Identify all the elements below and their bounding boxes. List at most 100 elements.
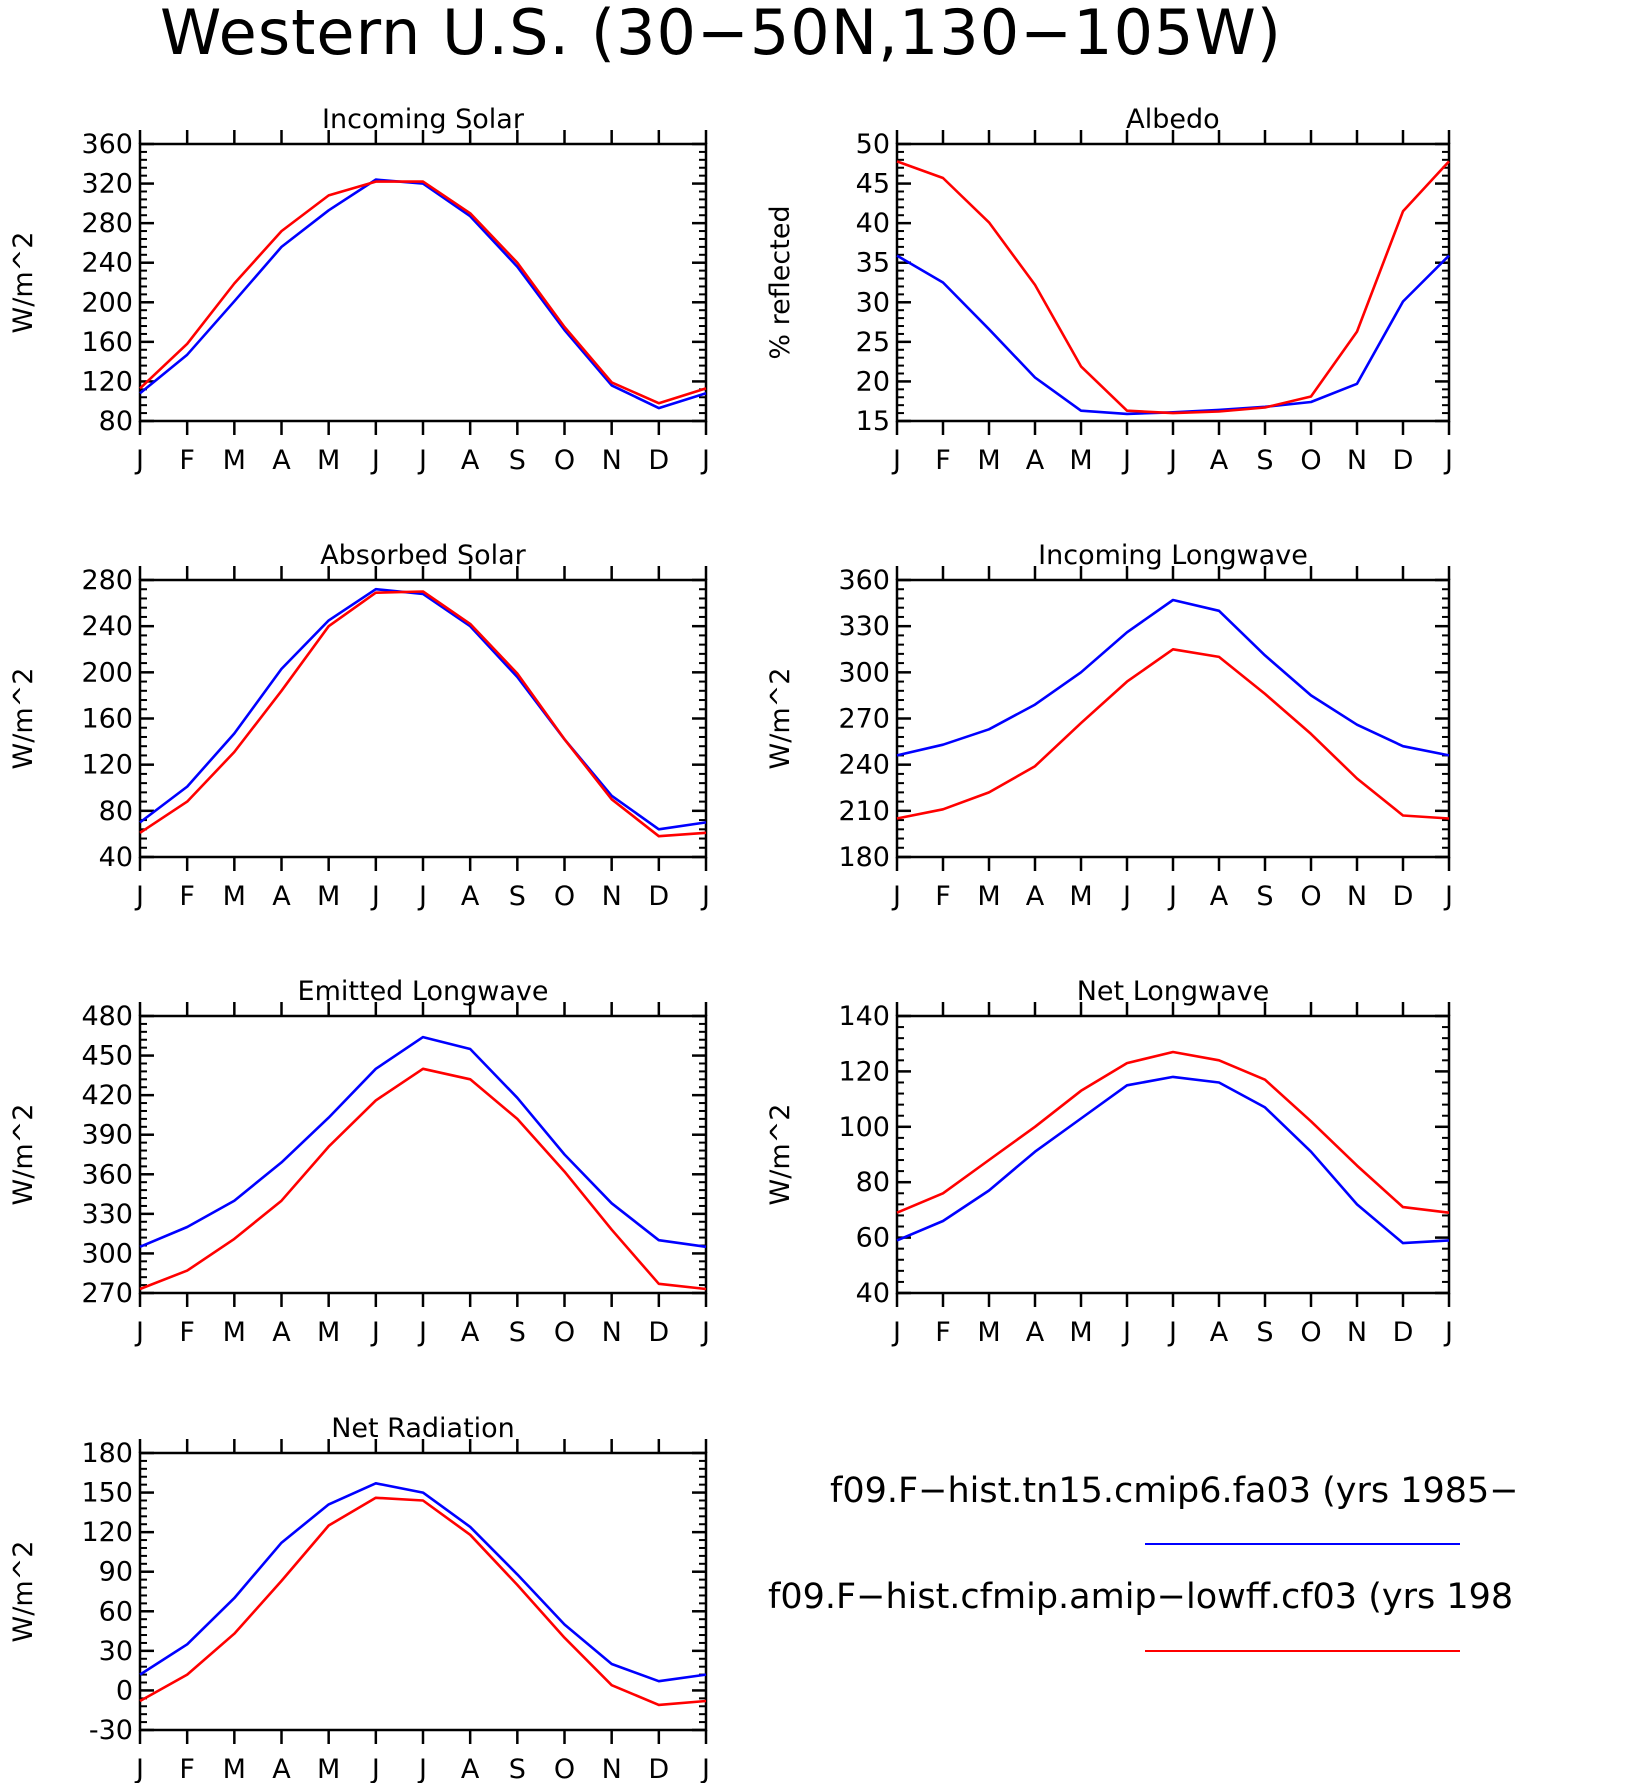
panel-net-longwave-ytick-label-1: 60 bbox=[856, 1223, 890, 1254]
panel-absorbed-solar-ylabel: W/m^2 bbox=[8, 668, 39, 770]
panel-albedo-xtick-label-7: A bbox=[1210, 445, 1229, 476]
panel-incoming-solar-ylabel: W/m^2 bbox=[8, 232, 39, 334]
panel-absorbed-solar-xtick-label-7: A bbox=[461, 881, 480, 912]
panel-incoming-solar-ytick-label-4: 240 bbox=[81, 248, 133, 279]
panel-emitted-longwave-ytick-label-4: 390 bbox=[81, 1120, 133, 1151]
panel-net-radiation-xtick-label-4: M bbox=[317, 1754, 340, 1783]
panel-net-longwave-xtick-label-7: A bbox=[1210, 1317, 1229, 1348]
panel-incoming-solar-xtick-label-6: J bbox=[417, 445, 427, 476]
panel-net-radiation-ytick-label-2: 30 bbox=[99, 1636, 133, 1667]
panel-net-radiation-ylabel: W/m^2 bbox=[8, 1541, 39, 1643]
panel-absorbed-solar-title: Absorbed Solar bbox=[320, 540, 526, 571]
panel-incoming-solar-title: Incoming Solar bbox=[322, 104, 525, 135]
panel-incoming-longwave-ytick-label-0: 180 bbox=[838, 842, 890, 873]
panel-incoming-longwave-ytick-label-1: 210 bbox=[838, 796, 890, 827]
panel-net-longwave-frame bbox=[895, 1014, 1451, 1295]
panel-net-longwave-xtick-label-4: M bbox=[1069, 1317, 1092, 1348]
panel-emitted-longwave-xtick-label-11: D bbox=[648, 1317, 669, 1348]
panel-incoming-longwave-series-1-line bbox=[896, 598, 1450, 757]
panel-absorbed-solar-xtick-label-4: M bbox=[317, 881, 340, 912]
panel-albedo-xtick-label-3: A bbox=[1026, 445, 1045, 476]
panel-absorbed-solar-xtick-label-12: J bbox=[700, 881, 710, 912]
panel-net-radiation-xtick-label-11: D bbox=[648, 1754, 669, 1783]
legend-label-series-1: f09.F−hist.tn15.cmip6.fa03 (yrs 1985− bbox=[830, 1471, 1519, 1511]
panel-incoming-solar-ytick-label-0: 80 bbox=[99, 406, 133, 437]
panel-emitted-longwave-xtick-label-5: J bbox=[370, 1317, 380, 1348]
panel-incoming-solar-xtick-label-7: A bbox=[461, 445, 480, 476]
panel-net-radiation-ytick-label-6: 150 bbox=[81, 1478, 133, 1509]
panel-incoming-solar-xtick-label-2: M bbox=[223, 445, 246, 476]
panel-emitted-longwave-xtick-label-7: A bbox=[461, 1317, 480, 1348]
panel-albedo-xtick-label-12: J bbox=[1443, 445, 1453, 476]
panel-incoming-solar-xtick-label-8: S bbox=[509, 445, 526, 476]
panel-incoming-longwave-xtick-label-12: J bbox=[1443, 881, 1453, 912]
panel-net-longwave-ytick-label-2: 80 bbox=[856, 1167, 890, 1198]
panel-net-radiation-xtick-label-9: O bbox=[554, 1754, 575, 1783]
panel-incoming-solar-xtick-label-1: F bbox=[179, 445, 195, 476]
panel-albedo-ytick-label-7: 50 bbox=[856, 129, 890, 160]
panel-emitted-longwave-xtick-label-6: J bbox=[417, 1317, 427, 1348]
panel-net-longwave-xtick-label-6: J bbox=[1167, 1317, 1177, 1348]
panel-net-radiation-ytick-label-1: 0 bbox=[116, 1675, 133, 1706]
panel-emitted-longwave-ytick-label-6: 450 bbox=[81, 1041, 133, 1072]
panel-absorbed-solar-xtick-label-3: A bbox=[272, 881, 291, 912]
panel-incoming-longwave-ylabel: W/m^2 bbox=[765, 668, 796, 770]
panel-emitted-longwave-ylabel: W/m^2 bbox=[8, 1104, 39, 1206]
panel-incoming-longwave-title: Incoming Longwave bbox=[1038, 540, 1308, 571]
panel-emitted-longwave-ytick-label-2: 330 bbox=[81, 1199, 133, 1230]
panel-absorbed-solar-ytick-label-6: 280 bbox=[81, 565, 133, 596]
panel-absorbed-solar-series-2-line bbox=[139, 590, 707, 838]
panel-absorbed-solar-xtick-label-8: S bbox=[509, 881, 526, 912]
panel-incoming-longwave-xtick-label-6: J bbox=[1167, 881, 1177, 912]
panel-incoming-longwave: Incoming Longwave W/m^2 180 210 240 270 300 330… bbox=[765, 540, 1453, 912]
panel-albedo-xtick-label-9: O bbox=[1300, 445, 1321, 476]
panel-absorbed-solar-xtick-label-9: O bbox=[554, 881, 575, 912]
panel-emitted-longwave-xtick-label-12: J bbox=[700, 1317, 710, 1348]
panel-incoming-solar-ytick-label-3: 200 bbox=[81, 287, 133, 318]
panel-net-radiation-xtick-label-6: J bbox=[417, 1754, 427, 1783]
panel-incoming-longwave-xtick-label-7: A bbox=[1210, 881, 1229, 912]
panel-albedo-xtick-label-10: N bbox=[1347, 445, 1367, 476]
panel-net-longwave-xtick-label-9: O bbox=[1300, 1317, 1321, 1348]
panel-incoming-solar-xtick-label-4: M bbox=[317, 445, 340, 476]
panel-incoming-longwave-ytick-label-5: 330 bbox=[838, 611, 890, 642]
panel-incoming-solar-xtick-label-0: J bbox=[134, 445, 144, 476]
panel-absorbed-solar-ytick-label-3: 160 bbox=[81, 704, 133, 735]
panel-emitted-longwave-xtick-label-4: M bbox=[317, 1317, 340, 1348]
panel-incoming-longwave-ytick-label-2: 240 bbox=[838, 750, 890, 781]
panel-net-radiation-xtick-label-10: N bbox=[602, 1754, 622, 1783]
panel-absorbed-solar-ytick-label-2: 120 bbox=[81, 750, 133, 781]
panel-incoming-longwave-xtick-label-11: D bbox=[1393, 881, 1414, 912]
panel-incoming-longwave-xtick-label-0: J bbox=[891, 881, 901, 912]
panel-net-radiation-title: Net Radiation bbox=[331, 1413, 515, 1444]
panel-emitted-longwave-series-2-line bbox=[139, 1067, 707, 1291]
panel-incoming-solar-xtick-label-10: N bbox=[602, 445, 622, 476]
panel-incoming-solar-series-1-line bbox=[139, 178, 707, 410]
panel-albedo-series-2-line bbox=[896, 160, 1450, 415]
legend: f09.F−hist.tn15.cmip6.fa03 (yrs 1985− f0… bbox=[768, 1471, 1519, 1652]
panel-incoming-longwave-xtick-label-5: J bbox=[1121, 881, 1131, 912]
panel-emitted-longwave-ytick-label-5: 420 bbox=[81, 1080, 133, 1111]
figure-title: Western U.S. (30−50N,130−105W) bbox=[160, 0, 1282, 69]
panel-emitted-longwave-xtick-label-8: S bbox=[509, 1317, 526, 1348]
panel-net-longwave-xtick-label-10: N bbox=[1347, 1317, 1367, 1348]
panel-absorbed-solar-xtick-label-10: N bbox=[602, 881, 622, 912]
panel-net-longwave-xtick-label-8: S bbox=[1256, 1317, 1273, 1348]
panel-net-longwave-xtick-label-11: D bbox=[1393, 1317, 1414, 1348]
panel-net-radiation-xtick-label-0: J bbox=[134, 1754, 144, 1783]
panel-emitted-longwave-xtick-label-10: N bbox=[602, 1317, 622, 1348]
panel-incoming-solar-series-2-line bbox=[139, 180, 707, 405]
panel-net-longwave-xtick-label-3: A bbox=[1026, 1317, 1045, 1348]
panel-net-radiation-series-1-line bbox=[139, 1482, 707, 1683]
panel-albedo-ytick-label-2: 25 bbox=[856, 327, 890, 358]
panel-incoming-longwave-xtick-label-4: M bbox=[1069, 881, 1092, 912]
panel-absorbed-solar: Absorbed Solar W/m^2 40 80 120 160 200 240 280 J F… bbox=[8, 540, 710, 912]
panel-emitted-longwave-series-1-line bbox=[139, 1035, 707, 1249]
panel-incoming-longwave-xtick-label-2: M bbox=[977, 881, 1000, 912]
panel-absorbed-solar-ytick-label-0: 40 bbox=[99, 842, 133, 873]
panel-absorbed-solar-xtick-label-2: M bbox=[223, 881, 246, 912]
panel-albedo-xtick-label-1: F bbox=[935, 445, 951, 476]
